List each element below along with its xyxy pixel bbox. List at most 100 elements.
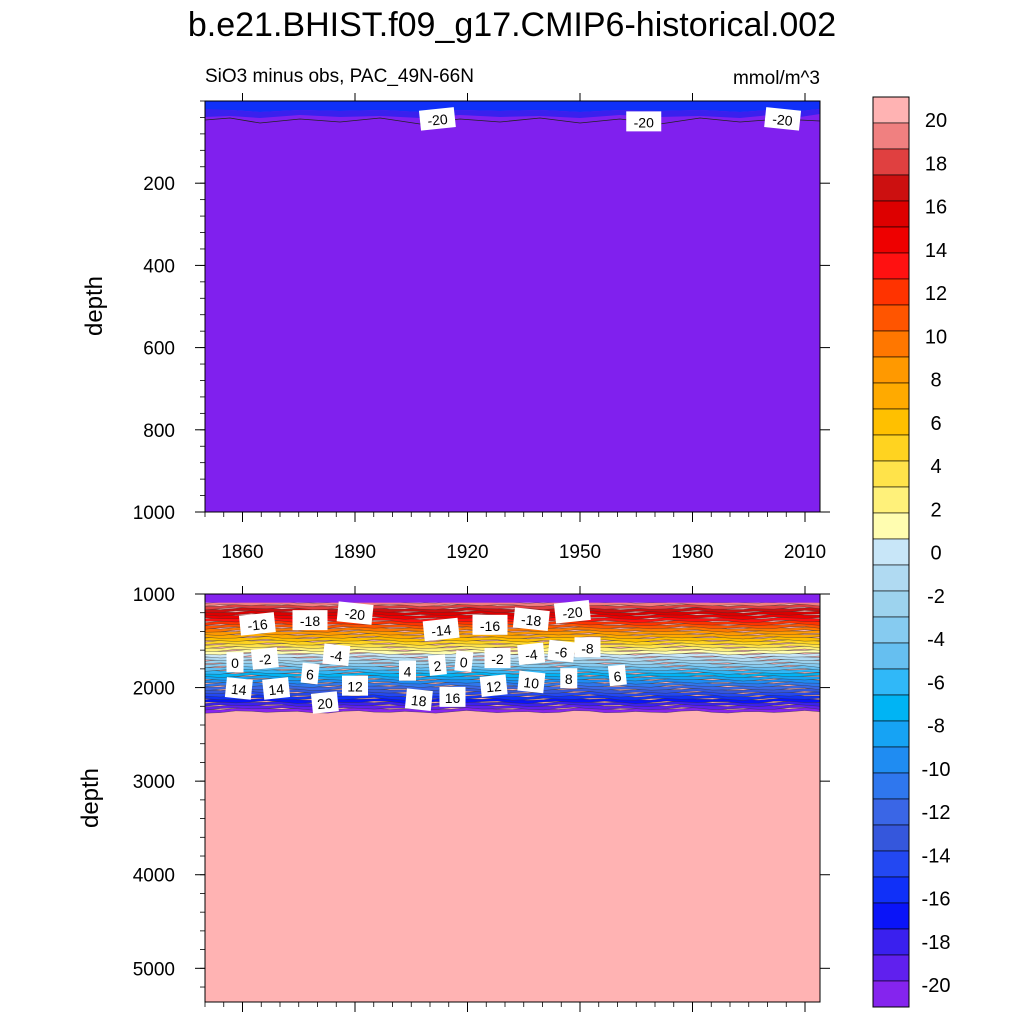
contour-label-text: -20 <box>427 111 449 129</box>
colorbar-box <box>872 980 910 1008</box>
colorbar-box <box>872 642 910 670</box>
contour-label: -4 <box>322 643 351 667</box>
contour-label-box <box>607 664 627 687</box>
y-tick-label: 600 <box>143 339 175 360</box>
contour-label: 12 <box>342 675 368 696</box>
contour-label-text: -2 <box>258 651 272 668</box>
colorbar-box <box>872 798 910 826</box>
contour-label-box <box>250 647 279 670</box>
contour-label-text: 6 <box>613 668 623 685</box>
colorbar-frame <box>872 96 910 1008</box>
colorbar-box <box>872 538 910 566</box>
contour-label-text: 2 <box>433 658 443 675</box>
colorbar-label: 12 <box>925 283 947 305</box>
colorbar-label: 10 <box>925 326 947 348</box>
colorbar-labels: 20181614121086420-2-4-6-8-10-12-14-16-18… <box>922 110 951 997</box>
contour-label-text: -2 <box>491 651 504 667</box>
x-tick-label: 2010 <box>784 542 826 563</box>
contour-label-box <box>226 652 244 673</box>
contour-label-text: -16 <box>480 618 500 634</box>
colorbar-label: 2 <box>930 499 941 521</box>
contour-label-text: -18 <box>520 611 542 629</box>
contour-label: -14 <box>422 617 460 642</box>
colorbar-box <box>872 746 910 774</box>
colorbar-box <box>872 512 910 540</box>
colorbar-box <box>872 850 910 878</box>
contour-label-box <box>422 617 460 642</box>
colorbar-label: -2 <box>927 586 945 608</box>
contour-label-box <box>484 648 511 669</box>
colorbar-label: -16 <box>922 889 951 911</box>
contour-label: -2 <box>484 648 511 669</box>
contour-label-text: 8 <box>565 671 573 687</box>
upper-surface-band-2 <box>205 109 820 118</box>
upper-surface-band <box>205 101 820 112</box>
contour-label: 0 <box>454 650 474 673</box>
colorbar-box <box>872 902 910 930</box>
y-tick-label: 1000 <box>133 585 175 606</box>
y-tick-label: 3000 <box>133 772 175 793</box>
lower-y-axis-label: depth <box>77 768 104 828</box>
contour-label: -8 <box>574 637 601 658</box>
colorbar-box <box>872 460 910 488</box>
contour-label-text: -20 <box>634 114 654 130</box>
colorbar-box <box>872 954 910 982</box>
contour-label: 8 <box>560 668 578 689</box>
contour-label-box <box>399 660 416 681</box>
contour-label-box <box>472 614 508 635</box>
y-tick-label: 2000 <box>133 679 175 700</box>
contour-label: -2 <box>250 647 279 670</box>
contour-label-text: -6 <box>554 643 568 660</box>
x-tick-label: 1860 <box>221 542 263 563</box>
colorbar-box <box>872 382 910 410</box>
contour-label-text: 14 <box>268 681 285 699</box>
contour-label-text: -18 <box>300 613 320 629</box>
contour-label-box <box>764 107 802 131</box>
colorbar-box <box>872 304 910 332</box>
colorbar-box <box>872 772 910 800</box>
contour-label-text: -20 <box>772 111 794 129</box>
lower-plot-frame <box>204 593 821 1003</box>
contour-label-text: 20 <box>316 695 333 713</box>
colorbar-label: -4 <box>927 629 945 651</box>
contour-label-box <box>553 599 591 624</box>
colorbar-label: 8 <box>930 370 941 392</box>
colorbar-box <box>872 174 910 202</box>
colorbar-label: -6 <box>927 672 945 694</box>
contour-label-text: -14 <box>430 621 452 639</box>
colorbar-label: 4 <box>930 456 941 478</box>
contour-label-box <box>262 677 291 700</box>
colorbar-box <box>872 226 910 254</box>
upper-contour-line <box>204 117 821 125</box>
contour-label-box <box>574 637 601 658</box>
contour-label: -18 <box>512 607 550 631</box>
colorbar-boxes <box>872 96 910 1008</box>
contour-label-text: 14 <box>230 681 247 699</box>
y-tick-label: 200 <box>143 174 175 195</box>
colorbar-label: 16 <box>925 197 947 219</box>
y-tick-label: 5000 <box>133 959 175 980</box>
contour-label: -6 <box>547 639 576 663</box>
contour-label-box <box>560 668 578 689</box>
colorbar-label: 20 <box>925 110 947 132</box>
colorbar-box <box>872 720 910 748</box>
colorbar-box <box>872 876 910 904</box>
colorbar-label: 6 <box>930 413 941 435</box>
colorbar-label: 18 <box>925 153 947 175</box>
x-tick-label: 1980 <box>671 542 713 563</box>
contour-label-text: -20 <box>562 604 584 622</box>
y-tick-label: 800 <box>143 421 175 442</box>
contour-label: -20 <box>553 599 591 624</box>
colorbar-box <box>872 824 910 852</box>
colorbar-box <box>872 408 910 436</box>
upper-panel: SiO3 minus obs, PAC_49N-66N mmol/m^3 dep… <box>81 66 830 563</box>
colorbar-box <box>872 564 910 592</box>
contour-label-text: 0 <box>459 654 469 671</box>
contour-label-text: -20 <box>344 605 366 623</box>
contour-label: 16 <box>439 686 466 707</box>
colorbar-box <box>872 694 910 722</box>
contour-label-box <box>342 675 368 696</box>
